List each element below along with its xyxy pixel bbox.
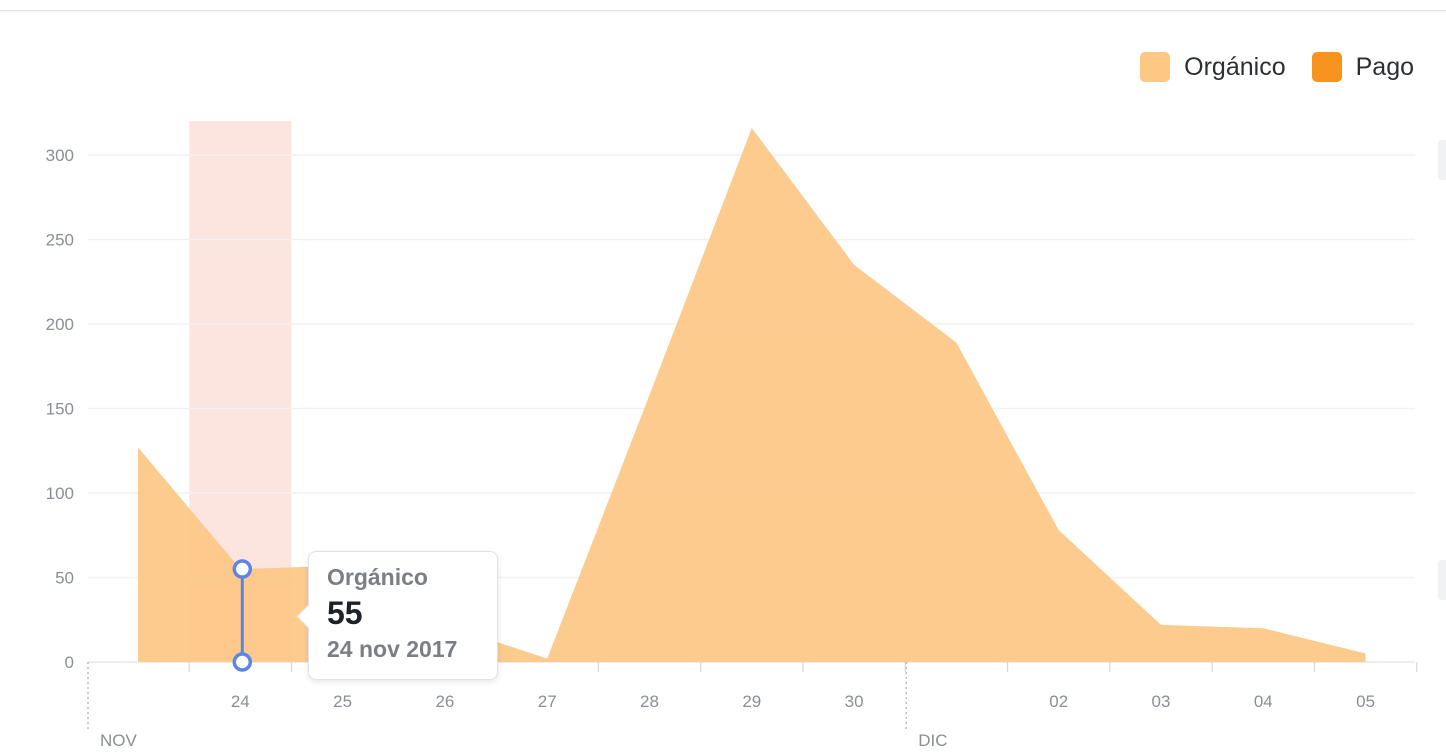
scroll-edge-bottom [1438, 560, 1446, 600]
y-tick-label: 50 [55, 569, 74, 588]
x-tick-label: 28 [640, 692, 659, 711]
y-tick-label: 0 [65, 653, 74, 672]
hover-point-base [234, 654, 250, 670]
y-tick-label: 300 [46, 146, 74, 165]
x-tick-label: 03 [1152, 692, 1171, 711]
y-tick-label: 100 [46, 484, 74, 503]
x-tick-label: 30 [845, 692, 864, 711]
x-tick-label: 27 [538, 692, 557, 711]
x-tick-label: 25 [333, 692, 352, 711]
tooltip-series-name: Orgánico [327, 564, 479, 591]
x-tick-label: 05 [1356, 692, 1375, 711]
x-tick-label: 24 [231, 692, 250, 711]
month-label: DIC [918, 731, 947, 750]
y-tick-label: 150 [46, 400, 74, 419]
y-tick-label: 250 [46, 231, 74, 250]
y-tick-label: 200 [46, 315, 74, 334]
tooltip-date: 24 nov 2017 [327, 636, 479, 663]
month-label: NOV [100, 731, 138, 750]
hover-point-top [234, 561, 250, 577]
x-tick-label: 02 [1049, 692, 1068, 711]
scroll-edge-top [1438, 140, 1446, 180]
data-tooltip: Orgánico 55 24 nov 2017 [308, 551, 498, 680]
x-tick-label: 29 [742, 692, 761, 711]
x-tick-label: 04 [1254, 692, 1273, 711]
x-tick-label: 26 [435, 692, 454, 711]
tooltip-value: 55 [327, 595, 479, 632]
